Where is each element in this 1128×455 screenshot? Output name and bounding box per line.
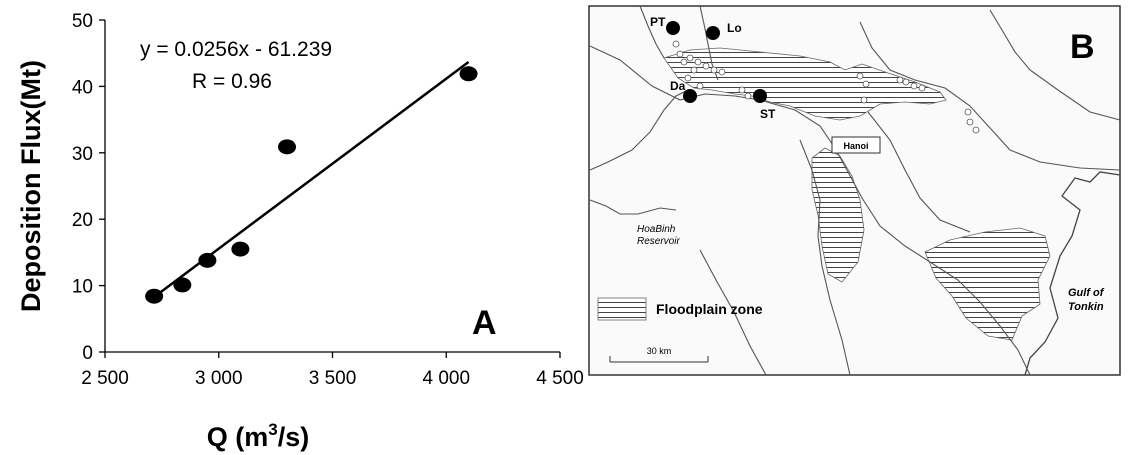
coastline <box>1024 171 1121 376</box>
station-lo-label: Lo <box>727 21 742 35</box>
floodplain-zone-north <box>663 47 947 121</box>
y-tick-label: 0 <box>82 343 93 364</box>
gauge-dot <box>738 86 746 94</box>
gauge-dot <box>964 108 972 116</box>
station-pt-marker <box>666 21 680 35</box>
station-da-label: Da <box>670 79 686 93</box>
river-reservoir <box>589 199 677 215</box>
x-axis-label: Q (m3/s) <box>207 420 310 452</box>
y-axis-label: Deposition Flux(Mt) <box>16 60 46 312</box>
x-tick-label: 2 500 <box>81 368 129 389</box>
x-tick-label: 4 000 <box>422 368 470 389</box>
gauge-dot <box>690 66 698 74</box>
x-tick-label: 4 500 <box>536 368 584 389</box>
river-day <box>799 139 851 376</box>
data-point <box>231 241 250 257</box>
x-tick-label: 3 500 <box>309 368 357 389</box>
data-point <box>173 277 192 293</box>
station-da-marker <box>683 89 697 103</box>
gauge-dot <box>718 68 726 76</box>
gauge-dot <box>966 118 974 126</box>
reservoir-label-line1: HoaBinh <box>637 224 676 235</box>
panel-label-b: B <box>1070 28 1095 66</box>
gauge-dot <box>680 58 688 66</box>
hanoi-label: Hanoi <box>843 141 868 151</box>
regression-equation: y = 0.0256x - 61.239 <box>140 38 332 61</box>
x-tick-labels: 2 500 3 000 3 500 4 000 4 500 <box>81 368 584 389</box>
legend-label: Floodplain zone <box>656 301 763 317</box>
gulf-label-line2: Tonkin <box>1068 301 1104 313</box>
gauge-dot <box>918 84 926 92</box>
data-point <box>198 252 217 268</box>
gauge-dot <box>702 62 710 70</box>
station-st-label: ST <box>760 107 776 121</box>
gauge-dot <box>896 76 904 84</box>
scatter-chart-a: 2 500 3 000 3 500 4 000 4 500 0 10 20 30 40 50 y … <box>16 11 584 452</box>
station-st-marker <box>753 89 767 103</box>
y-tick-label: 50 <box>72 11 93 32</box>
chart-axes <box>99 19 561 358</box>
river-da <box>589 89 689 171</box>
river-thaibinh <box>867 111 971 233</box>
gauge-dot <box>972 126 980 134</box>
station-pt-label: PT <box>650 15 666 29</box>
y-tick-label: 40 <box>72 77 93 98</box>
gauge-dot <box>744 92 752 100</box>
scale-label: 30 km <box>647 346 672 356</box>
data-point <box>278 139 296 155</box>
data-point <box>459 66 478 82</box>
reservoir-label-line2: Reservoir <box>637 236 680 247</box>
gauging-stations <box>672 40 980 134</box>
gauge-dot <box>910 82 918 90</box>
data-points <box>145 66 478 304</box>
floodplain-zone-central <box>811 147 865 283</box>
y-tick-labels: 0 10 20 30 40 50 <box>72 11 93 364</box>
y-tick-label: 30 <box>72 144 93 165</box>
river-thao <box>639 5 665 59</box>
trendline-segment <box>153 61 470 298</box>
y-tick-label: 20 <box>72 210 93 231</box>
river-east <box>989 9 1121 121</box>
station-lo-marker <box>706 26 720 40</box>
floodplain-zone-south <box>924 227 1051 341</box>
y-tick-label: 10 <box>72 277 93 298</box>
gulf-label-line1: Gulf of <box>1068 287 1105 299</box>
scale-bar <box>609 356 709 363</box>
gauge-dot <box>902 78 910 86</box>
gauge-dot <box>684 74 692 82</box>
gauge-dot <box>686 54 694 62</box>
panel-label-a: A <box>472 304 497 342</box>
gauge-dot <box>856 72 864 80</box>
gauge-dot <box>694 58 702 66</box>
gauge-dot <box>862 80 870 88</box>
gauge-dot <box>710 66 718 74</box>
gauge-dot <box>672 40 680 48</box>
gauge-dot <box>860 96 868 104</box>
gauge-dot <box>676 50 684 58</box>
floodplain-map-b: PT Lo Da ST Hanoi HoaBinh Reservoir Gulf… <box>588 5 1121 376</box>
river-northeast <box>859 21 1121 171</box>
hanoi-box <box>831 136 881 154</box>
gauge-dot <box>696 82 704 90</box>
legend-swatch <box>597 297 647 321</box>
trendline <box>153 61 470 298</box>
river-southwest <box>699 249 767 376</box>
x-tick-label: 3 000 <box>195 368 243 389</box>
correlation-coefficient: R = 0.96 <box>192 70 272 93</box>
